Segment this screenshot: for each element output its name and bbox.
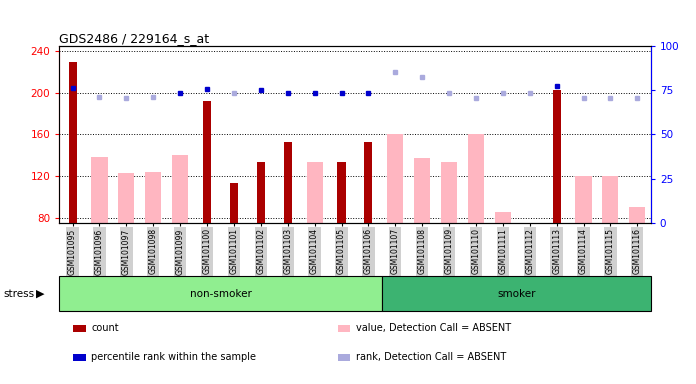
Bar (387, 134, 404, 223)
Bar (338, 162, 345, 223)
Bar (576, 176, 592, 223)
Text: percentile rank within the sample: percentile rank within the sample (91, 352, 256, 362)
Text: non-smoker: non-smoker (189, 289, 251, 299)
Bar (306, 162, 323, 223)
Bar (145, 172, 161, 223)
Bar (629, 207, 645, 223)
Text: stress: stress (3, 289, 35, 299)
Bar (468, 134, 484, 223)
Bar (553, 90, 561, 223)
Bar (441, 162, 457, 223)
Text: smoker: smoker (497, 289, 535, 299)
Text: count: count (91, 323, 119, 333)
Text: value, Detection Call = ABSENT: value, Detection Call = ABSENT (356, 323, 511, 333)
Bar (69, 62, 77, 223)
Bar (257, 162, 265, 223)
Bar (172, 155, 188, 223)
Bar (365, 142, 372, 223)
Text: ▶: ▶ (36, 289, 45, 299)
Text: rank, Detection Call = ABSENT: rank, Detection Call = ABSENT (356, 352, 506, 362)
Text: GDS2486 / 229164_s_at: GDS2486 / 229164_s_at (59, 32, 209, 45)
Bar (495, 212, 511, 223)
Bar (230, 183, 238, 223)
Bar (382, 276, 651, 311)
Bar (91, 157, 108, 223)
Bar (284, 142, 292, 223)
Bar (414, 158, 430, 223)
Bar (118, 173, 134, 223)
Bar (59, 276, 382, 311)
Bar (602, 176, 619, 223)
Bar (203, 101, 211, 223)
